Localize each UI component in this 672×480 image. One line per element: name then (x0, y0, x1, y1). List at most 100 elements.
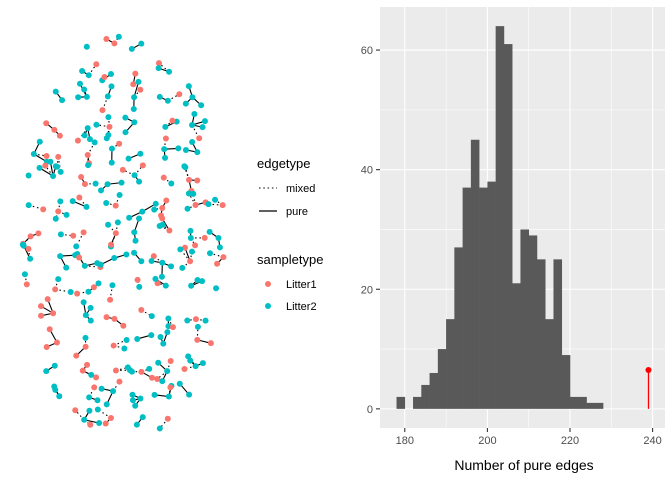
node-litter2 (73, 243, 80, 250)
node-litter1 (102, 420, 109, 427)
node-litter2 (148, 332, 155, 339)
node-litter2 (94, 397, 101, 404)
node-litter1 (81, 181, 88, 188)
node-litter2 (110, 388, 117, 395)
node-litter2 (215, 234, 222, 241)
node-litter1 (74, 290, 81, 297)
histogram-bar (437, 349, 447, 409)
histogram-bar (421, 384, 430, 409)
node-litter1 (169, 117, 176, 124)
edge-mixed (78, 257, 86, 267)
node-litter1 (164, 415, 171, 422)
x-axis-title: Number of pure edges (454, 457, 593, 473)
node-litter2 (63, 211, 70, 218)
node-litter2 (164, 329, 171, 336)
histogram-bar (594, 402, 604, 409)
node-litter2 (181, 163, 188, 170)
node-litter2 (132, 402, 139, 409)
node-litter2 (36, 138, 43, 145)
node-litter1 (139, 162, 146, 169)
node-litter2 (131, 119, 138, 126)
node-litter2 (105, 114, 112, 121)
node-litter2 (168, 180, 175, 187)
edge-mixed (106, 202, 116, 207)
x-tick-label: 220 (561, 435, 579, 447)
node-litter1 (159, 215, 166, 222)
node-litter1 (43, 120, 50, 127)
node-litter2 (121, 345, 128, 352)
node-litter2 (57, 168, 64, 175)
node-litter2 (105, 131, 112, 138)
node-litter1 (40, 206, 47, 213)
node-litter2 (136, 215, 143, 222)
node-litter1 (93, 61, 100, 68)
node-litter2 (177, 246, 184, 253)
node-litter1 (90, 284, 97, 291)
histogram-bar (512, 283, 521, 409)
node-litter1 (74, 137, 81, 144)
edge-mixed (57, 201, 61, 212)
node-litter2 (192, 363, 199, 370)
node-litter1 (27, 233, 34, 240)
node-litter1 (25, 245, 32, 252)
node-litter2 (194, 323, 201, 330)
node-litter1 (214, 260, 221, 267)
node-litter1 (196, 135, 203, 142)
node-litter2 (165, 315, 172, 322)
node-litter2 (81, 86, 88, 93)
node-litter2 (83, 43, 90, 50)
node-litter2 (137, 395, 144, 402)
node-litter2 (96, 419, 103, 426)
node-litter2 (47, 158, 54, 165)
node-litter1 (192, 242, 199, 249)
node-litter2 (134, 335, 141, 342)
node-litter2 (82, 312, 89, 319)
node-litter2 (188, 282, 195, 289)
observed-marker (645, 366, 652, 409)
node-litter2 (168, 263, 175, 270)
node-litter1 (84, 151, 91, 158)
y-tick-label: 40 (361, 165, 373, 177)
node-litter2 (138, 258, 145, 265)
histogram-bar (586, 402, 596, 409)
node-litter2 (43, 368, 50, 375)
node-litter1 (138, 307, 145, 314)
node-litter2 (194, 149, 201, 156)
node-litter1 (201, 234, 208, 241)
node-litter1 (107, 296, 114, 303)
y-tick-label: 20 (361, 284, 373, 296)
node-litter1 (82, 343, 89, 350)
node-litter2 (160, 340, 167, 347)
histogram-bar (570, 396, 579, 409)
node-litter1 (155, 60, 162, 67)
node-litter1 (112, 367, 119, 374)
node-litter2 (207, 250, 214, 257)
node-litter2 (156, 425, 163, 432)
node-litter2 (187, 235, 194, 242)
node-litter2 (98, 385, 105, 392)
node-litter2 (81, 416, 88, 423)
edge-mixed (24, 274, 28, 285)
node-litter1 (120, 322, 127, 329)
node-litter2 (131, 249, 138, 256)
node-litter2 (123, 251, 130, 258)
node-litter2 (184, 205, 191, 212)
node-litter1 (181, 244, 188, 251)
node-litter1 (207, 340, 214, 347)
node-litter1 (116, 140, 123, 147)
node-litter2 (84, 125, 91, 132)
node-litter2 (108, 83, 115, 90)
node-litter2 (132, 237, 139, 244)
node-litter1 (56, 132, 63, 139)
node-litter2 (122, 129, 129, 136)
node-litter2 (190, 190, 197, 197)
node-litter2 (86, 136, 93, 143)
node-litter2 (135, 78, 142, 85)
node-litter1 (79, 367, 86, 374)
node-litter2 (57, 198, 64, 205)
node-litter2 (126, 214, 133, 221)
node-litter1 (51, 126, 58, 133)
node-litter2 (159, 221, 166, 228)
node-litter2 (128, 368, 135, 375)
